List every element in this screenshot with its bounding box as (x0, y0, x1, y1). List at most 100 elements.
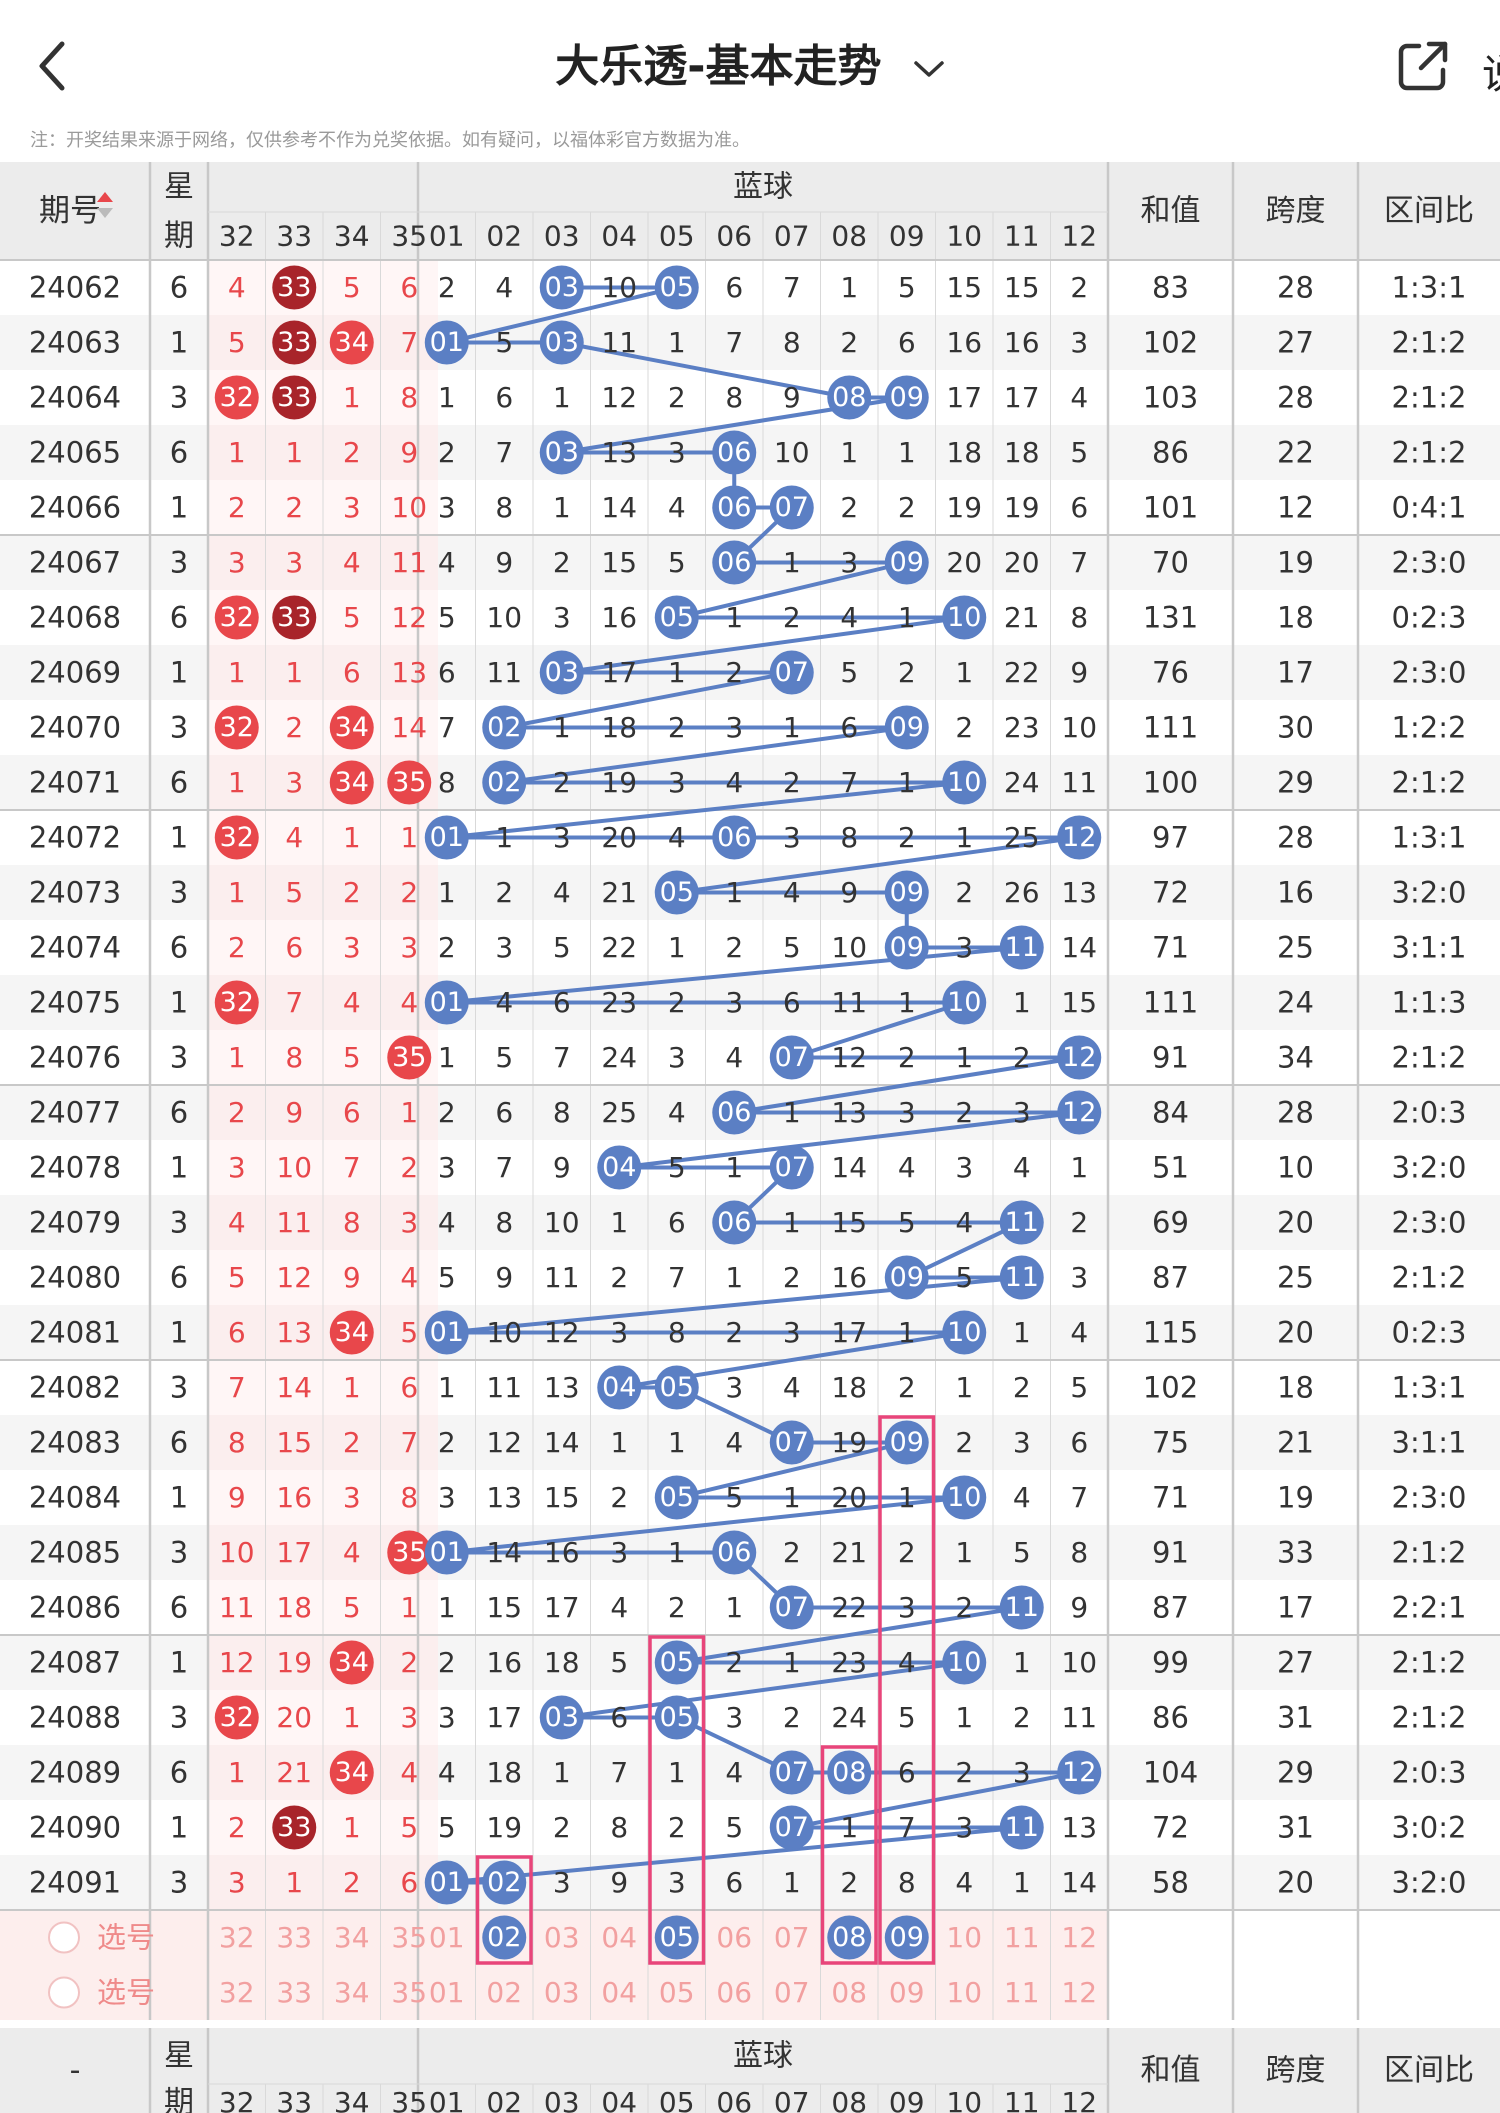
front-miss-count: 4 (343, 1536, 361, 1569)
blue-ball (884, 540, 929, 585)
front-ball-number: 35 (392, 1042, 426, 1073)
blue-miss-count: 5 (668, 546, 686, 579)
selected-blue-number[interactable]: 02 (487, 1922, 521, 1953)
blue-miss-count: 5 (1013, 1536, 1031, 1569)
blue-ball-number: 09 (890, 712, 924, 743)
page-title-text: 大乐透-基本走势 (555, 41, 882, 92)
span-value: 28 (1277, 271, 1314, 305)
select-blue-number[interactable]: 11 (1004, 1921, 1040, 1954)
select-blue-number[interactable]: 06 (716, 1976, 752, 2009)
select-blue-number[interactable]: 06 (716, 1921, 752, 1954)
select-blue-number[interactable]: 09 (889, 1976, 925, 2009)
blue-miss-count: 11 (831, 986, 867, 1019)
blue-miss-count: 21 (1004, 601, 1040, 634)
select-front-number[interactable]: 33 (276, 1921, 312, 1954)
select-blue-number[interactable]: 12 (1061, 1921, 1097, 1954)
front-ball-number: 34 (335, 767, 369, 798)
blue-miss-count: 3 (668, 1041, 686, 1074)
blue-ball (424, 1860, 469, 1905)
blue-miss-count: 18 (831, 1371, 867, 1404)
select-blue-number[interactable]: 02 (486, 1976, 522, 2009)
blue-miss-count: 10 (486, 601, 522, 634)
front-miss-count: 14 (391, 711, 427, 744)
blue-miss-count: 7 (1070, 1481, 1088, 1514)
selected-blue-ball[interactable] (482, 1915, 527, 1960)
ratio-value: 3:0:2 (1392, 1811, 1467, 1845)
select-blue-number[interactable]: 04 (601, 1921, 637, 1954)
select-blue-number[interactable]: 05 (659, 1976, 695, 2009)
select-blue-number[interactable]: 11 (1004, 1976, 1040, 2009)
blue-ball (424, 815, 469, 860)
select-blue-number[interactable]: 04 (601, 1976, 637, 2009)
blue-miss-count: 1 (553, 1756, 571, 1789)
front-miss-count: 6 (228, 1316, 246, 1349)
select-blue-number[interactable]: 03 (544, 1976, 580, 2009)
select-blue-number[interactable]: 10 (946, 1976, 982, 2009)
sort-desc-icon[interactable] (97, 208, 113, 218)
select-front-number[interactable]: 33 (276, 1976, 312, 2009)
front-miss-count: 20 (276, 1701, 312, 1734)
sum-value: 83 (1152, 271, 1189, 305)
sum-value: 131 (1143, 601, 1198, 635)
back-arrow-icon[interactable] (28, 36, 78, 96)
page-title[interactable]: 大乐透-基本走势 (0, 30, 1500, 94)
span-value: 28 (1277, 821, 1314, 855)
select-blue-number[interactable]: 12 (1061, 1976, 1097, 2009)
issue-number: 24068 (29, 601, 121, 635)
selected-blue-number[interactable]: 05 (660, 1922, 694, 1953)
blue-ball (999, 1200, 1044, 1245)
select-blue-number[interactable]: 07 (774, 1921, 810, 1954)
select-front-number[interactable]: 32 (219, 1976, 255, 2009)
blue-miss-count: 1 (955, 656, 973, 689)
select-blue-number[interactable]: 10 (946, 1921, 982, 1954)
front-miss-count: 3 (228, 1866, 246, 1899)
front-ball (329, 705, 374, 750)
select-blue-number[interactable]: 01 (429, 1976, 465, 2009)
front-ball-number: 34 (335, 1317, 369, 1348)
blue-miss-count: 4 (1070, 381, 1088, 414)
ratio-value: 3:1:1 (1392, 931, 1467, 965)
select-blue-number[interactable]: 08 (831, 1976, 867, 2009)
sum-value: 111 (1143, 711, 1198, 745)
blue-miss-count: 24 (601, 1041, 637, 1074)
front-ball-number: 33 (277, 272, 311, 303)
blue-miss-count: 22 (1004, 656, 1040, 689)
col-issue-header[interactable]: 期号 (39, 193, 101, 229)
issue-number: 24090 (29, 1811, 121, 1845)
front-miss-count: 17 (276, 1536, 312, 1569)
blue-miss-count: 2 (1013, 1041, 1031, 1074)
select-label[interactable]: 选号 (97, 1921, 155, 1955)
select-radio[interactable] (48, 1976, 80, 2009)
chevron-down-icon[interactable] (913, 59, 945, 79)
blue-miss-count: 18 (544, 1646, 580, 1679)
select-front-number[interactable]: 35 (391, 1921, 427, 1954)
select-front-number[interactable]: 34 (334, 1921, 370, 1954)
front-miss-count: 5 (343, 1591, 361, 1624)
sort-asc-icon[interactable] (97, 192, 113, 202)
issue-number: 24065 (29, 436, 121, 470)
select-front-number[interactable]: 35 (391, 1976, 427, 2009)
menu-text-clipped[interactable]: 说 (1482, 42, 1500, 100)
ratio-value: 2:1:2 (1392, 326, 1467, 360)
blue-miss-count: 1 (1013, 1316, 1031, 1349)
select-radio[interactable] (48, 1921, 80, 1954)
blue-miss-count: 20 (1004, 546, 1040, 579)
blue-ball (654, 870, 699, 915)
select-blue-number[interactable]: 01 (429, 1921, 465, 1954)
select-front-number[interactable]: 34 (334, 1976, 370, 2009)
select-label[interactable]: 选号 (97, 1976, 155, 2010)
selected-blue-number[interactable]: 08 (832, 1922, 866, 1953)
front-ball-number: 34 (335, 1647, 369, 1678)
share-icon[interactable] (1395, 38, 1451, 94)
selected-blue-number[interactable]: 09 (890, 1922, 924, 1953)
highlight-box (820, 1745, 878, 1965)
select-blue-number[interactable]: 03 (544, 1921, 580, 1954)
selected-blue-ball[interactable] (654, 1915, 699, 1960)
selected-blue-ball[interactable] (884, 1915, 929, 1960)
blue-ball-number: 09 (890, 932, 924, 963)
select-blue-number[interactable]: 07 (774, 1976, 810, 2009)
blue-col-header: 02 (486, 220, 522, 253)
selected-blue-ball[interactable] (827, 1915, 872, 1960)
footer-blue-col: 12 (1061, 2086, 1097, 2113)
select-front-number[interactable]: 32 (219, 1921, 255, 1954)
